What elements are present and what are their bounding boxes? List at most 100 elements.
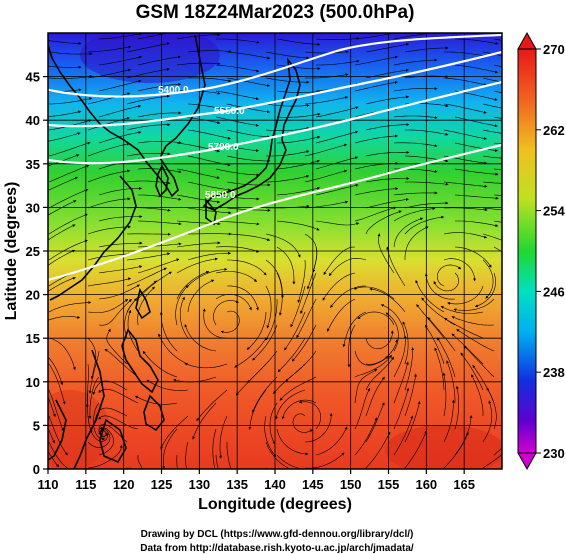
streamline <box>48 224 76 241</box>
streamline <box>176 194 221 204</box>
streamline <box>404 215 445 235</box>
contour-label-1: 5550.0 <box>214 106 245 117</box>
streamline <box>365 376 385 417</box>
streamline <box>87 298 129 313</box>
streamline <box>265 298 278 341</box>
streamline <box>98 265 143 274</box>
streamline <box>433 272 459 292</box>
streamline <box>482 400 493 443</box>
height-contours <box>48 33 502 282</box>
streamline <box>235 363 267 396</box>
streamline <box>276 428 309 456</box>
streamline <box>330 285 367 308</box>
x-tick-label: 120 <box>113 477 135 492</box>
plot-area: 5400.0 5550.0 5700.0 5850.0 <box>48 33 502 469</box>
streamline <box>142 350 178 378</box>
streamline <box>48 176 78 191</box>
streamline <box>87 142 130 157</box>
streamline <box>187 129 231 140</box>
streamline <box>482 181 502 184</box>
streamline <box>98 33 143 40</box>
y-tick-label: 5 <box>33 418 40 433</box>
streamline <box>184 362 228 369</box>
streamline <box>215 454 219 469</box>
streamline <box>48 213 88 235</box>
streamline <box>176 241 221 248</box>
streamline <box>48 356 63 386</box>
streamline <box>380 304 406 339</box>
streamline <box>298 400 322 430</box>
streamline <box>48 363 66 405</box>
streamline <box>365 150 410 157</box>
streamline <box>106 328 128 365</box>
streamline <box>393 361 409 404</box>
streamline <box>315 106 359 118</box>
streamline <box>316 59 360 66</box>
streamline <box>187 77 232 83</box>
streamline <box>137 454 143 469</box>
streamline <box>365 43 410 53</box>
streamline <box>176 257 218 274</box>
streamline <box>87 225 131 235</box>
streamline <box>493 90 502 94</box>
streamline <box>226 77 271 87</box>
streamline <box>92 380 128 396</box>
streamline <box>434 347 445 391</box>
streamline <box>493 116 502 119</box>
streamline <box>246 311 267 350</box>
streamline <box>365 356 395 391</box>
streamline <box>365 431 391 469</box>
streamline <box>215 246 260 253</box>
streamline <box>226 103 270 114</box>
contour-label-3: 5850.0 <box>205 190 236 201</box>
streamline <box>354 187 399 196</box>
streamline <box>404 430 427 469</box>
streamline <box>493 64 502 68</box>
streamline <box>176 33 221 40</box>
streamline <box>48 188 89 209</box>
colorbar-tick-label: 270 <box>543 42 565 57</box>
colorbar-tick-label: 238 <box>543 365 565 380</box>
chart-title: GSM 18Z24Mar2023 (500.0hPa) <box>136 2 415 23</box>
y-tick-label: 30 <box>26 200 40 215</box>
streamline <box>365 123 410 131</box>
streamline <box>124 298 138 339</box>
streamline <box>187 207 232 215</box>
streamline <box>104 348 139 378</box>
streamline <box>160 415 189 450</box>
streamline <box>493 142 502 145</box>
streamline <box>88 350 100 394</box>
y-tick-label: 45 <box>26 70 40 85</box>
streamline <box>137 220 182 226</box>
streamline <box>264 415 277 457</box>
streamline <box>322 272 356 301</box>
streamline <box>443 258 476 282</box>
streamline <box>98 186 143 196</box>
streamline <box>354 55 398 66</box>
streamline <box>482 77 502 83</box>
streamline <box>137 55 181 66</box>
streamline <box>48 441 70 469</box>
streamline <box>454 246 492 268</box>
x-tick-label: 135 <box>226 477 248 492</box>
streamline <box>451 316 495 326</box>
colorbar-tick-label: 230 <box>543 446 565 461</box>
streamline <box>87 444 123 469</box>
streamline <box>176 90 221 95</box>
streamline <box>213 300 239 326</box>
streamline <box>427 316 456 352</box>
streamline <box>98 104 142 118</box>
streamline <box>176 62 221 66</box>
x-tick-label: 155 <box>378 477 400 492</box>
streamline <box>304 413 333 443</box>
streamline <box>454 64 499 74</box>
streamline <box>48 389 64 432</box>
streamline <box>137 33 170 40</box>
streamline <box>126 42 170 53</box>
streamline <box>98 215 143 222</box>
streamline <box>493 447 502 456</box>
streamline <box>365 177 410 183</box>
streamline <box>297 259 306 303</box>
x-axis: 110 115 120 125 130 135 140 145 150 155 160 165 <box>38 469 475 492</box>
streamline <box>393 58 438 66</box>
